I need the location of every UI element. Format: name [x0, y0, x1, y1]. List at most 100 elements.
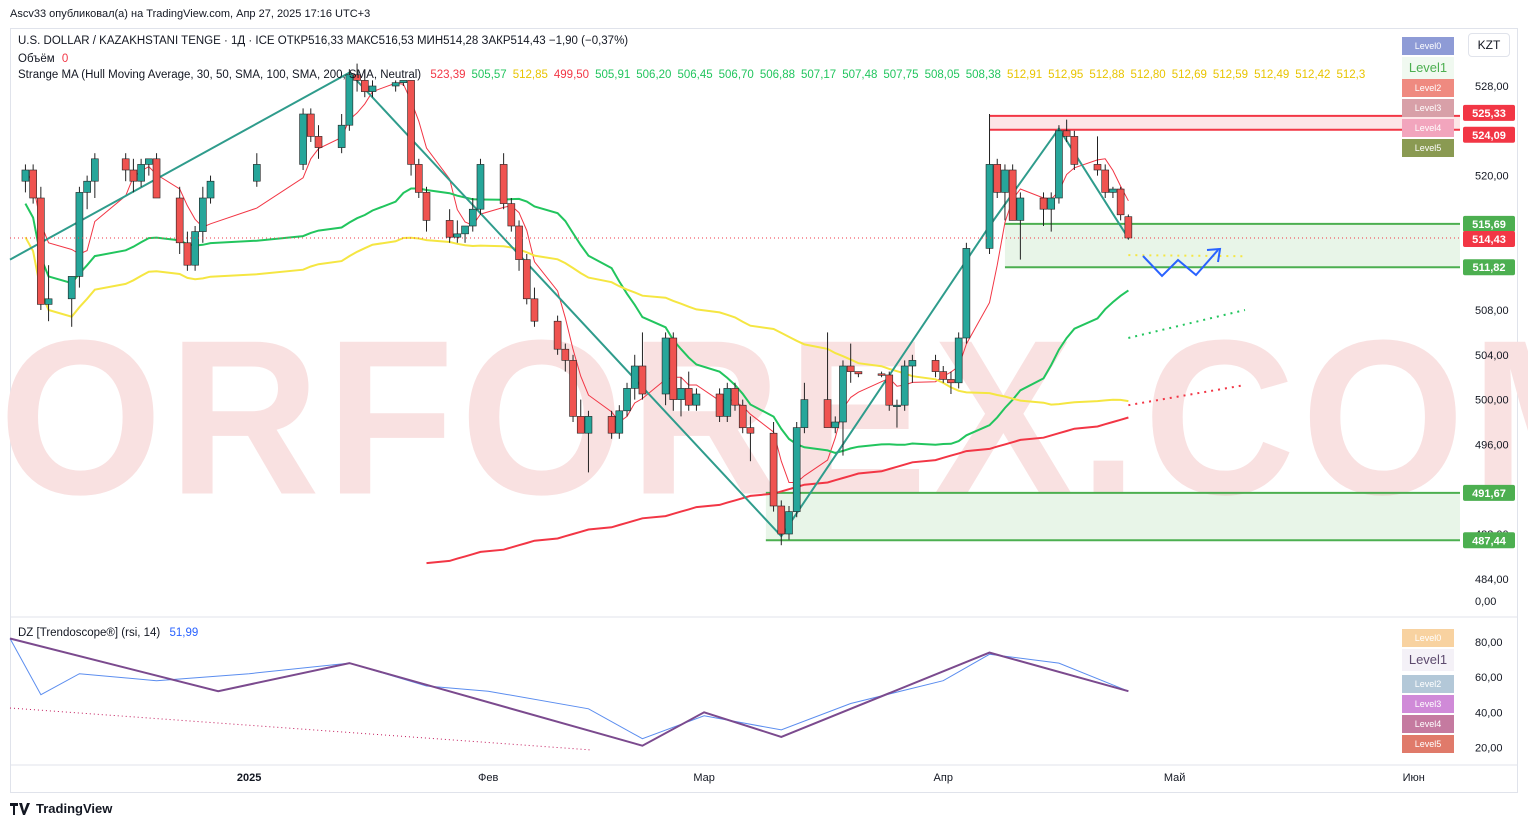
ma-value: 512,88 — [1089, 69, 1125, 81]
ma-value: 512,3 — [1336, 69, 1366, 81]
rsi-level-badge: Level4 — [1402, 715, 1454, 733]
chart-frame — [10, 28, 1518, 793]
price-tag-label: 491,67 — [1472, 488, 1506, 500]
candle-body — [507, 203, 516, 227]
candle-body — [638, 365, 647, 395]
candle-body — [414, 164, 423, 193]
ma-value: 512,80 — [1130, 69, 1166, 81]
candle-body — [769, 432, 778, 507]
candle-body — [877, 373, 886, 376]
price-tag-label: 525,33 — [1472, 108, 1506, 120]
rsi-level-badge: Level5 — [1402, 735, 1454, 753]
candle-body — [44, 298, 53, 305]
rsi-line — [9, 638, 1129, 740]
candle-body — [476, 164, 485, 210]
rsi-label: DZ [Trendoscope®] (rsi, 14) — [18, 627, 161, 639]
candle-body — [299, 113, 307, 165]
level-badge: Level4 — [1402, 119, 1454, 137]
zone-box — [989, 115, 1460, 130]
candle-body — [731, 388, 739, 406]
footer[interactable]: TradingView — [10, 801, 112, 816]
ma-value: 512,49 — [1254, 69, 1290, 81]
ma-value: 512,42 — [1295, 69, 1331, 81]
candle-body — [962, 248, 971, 339]
level-badge: Level0 — [1402, 37, 1454, 55]
candle-body — [199, 197, 207, 232]
ma-value: 506,45 — [677, 69, 713, 81]
rsi-tick-label: 20,00 — [1475, 742, 1503, 754]
ma-value: 505,91 — [595, 69, 631, 81]
candle-body — [561, 348, 570, 361]
time-axis-label: 2025 — [237, 772, 261, 784]
candle-body — [831, 421, 840, 428]
candle-body — [723, 388, 732, 417]
candle-body — [885, 374, 894, 406]
candle-body — [1047, 197, 1056, 210]
candle-body — [368, 85, 377, 92]
rsi-legend: DZ [Trendoscope®] (rsi, 14) 51,99 — [18, 627, 198, 639]
candle-body — [576, 416, 585, 434]
candle-body — [1055, 130, 1063, 199]
candle-body — [1116, 188, 1125, 216]
ma50-projection — [1128, 309, 1246, 339]
candle-body — [21, 169, 30, 182]
candle-body — [445, 220, 454, 238]
candle-body — [692, 393, 701, 406]
candle-body — [461, 225, 469, 235]
candle-body — [91, 158, 99, 182]
ma-value: 505,57 — [471, 69, 507, 81]
level-badge: Level2 — [1402, 79, 1454, 97]
candle-body — [1070, 136, 1079, 165]
level-badge: Level3 — [1402, 99, 1454, 117]
candle-body — [530, 298, 539, 322]
candle-body — [939, 371, 948, 380]
publish-line: Ascv33 опубликовал(а) на TradingView.com… — [10, 8, 371, 20]
ma-value: 507,48 — [842, 69, 878, 81]
candle-body — [669, 337, 678, 400]
candle-body — [515, 225, 523, 260]
price-tag-label: 524,09 — [1472, 130, 1506, 142]
candle-body — [661, 337, 670, 395]
candle-body — [152, 158, 161, 199]
candle-body — [1016, 197, 1025, 221]
ma-value: 507,17 — [801, 69, 837, 81]
candle-body — [67, 276, 76, 300]
rsi-trend-dotted — [9, 707, 593, 751]
forecast-arrow-icon — [1206, 247, 1222, 263]
candle-body — [522, 259, 531, 300]
ma-value: 512,59 — [1212, 69, 1249, 81]
ma-value: 512,85 — [512, 69, 548, 81]
price-tag-box — [1463, 215, 1515, 232]
tradingview-logo-icon — [10, 802, 30, 815]
watermark-text: TORFOREX.COM — [0, 294, 1528, 541]
candle-body — [314, 136, 323, 148]
candle-body — [792, 427, 801, 512]
ma-value: 507,75 — [883, 69, 919, 81]
candle-body — [1062, 130, 1071, 137]
candle-body — [1093, 164, 1102, 171]
time-axis-label: Фев — [478, 772, 498, 784]
candle-body — [1008, 169, 1017, 221]
symbol-line: U.S. DOLLAR / KAZAKHSTANI TENGE · 1Д · I… — [18, 35, 629, 47]
price-tick-label: 496,00 — [1475, 439, 1509, 451]
candle-body — [1039, 197, 1048, 210]
price-tick-label: 500,00 — [1475, 395, 1509, 407]
price-tick-label: 520,00 — [1475, 171, 1509, 183]
price-tag-box — [1463, 104, 1515, 121]
ma-value: 512,91 — [1006, 69, 1043, 81]
volume-line: Объём 0 — [18, 53, 68, 65]
rsi-level-badge: Level1 — [1402, 649, 1454, 671]
ma50-line — [24, 187, 1129, 454]
ma-value: 506,88 — [759, 69, 796, 81]
price-tag-label: 515,69 — [1472, 219, 1506, 231]
currency-button[interactable]: KZT — [1468, 33, 1510, 57]
candle-body — [75, 192, 84, 277]
time-axis-label: Июн — [1403, 772, 1425, 784]
candle-body — [677, 388, 685, 400]
candle-body — [839, 365, 847, 423]
candle-body — [630, 365, 639, 389]
candle-body — [823, 399, 832, 428]
candle-body — [746, 427, 755, 434]
ma100-line — [24, 236, 1129, 406]
